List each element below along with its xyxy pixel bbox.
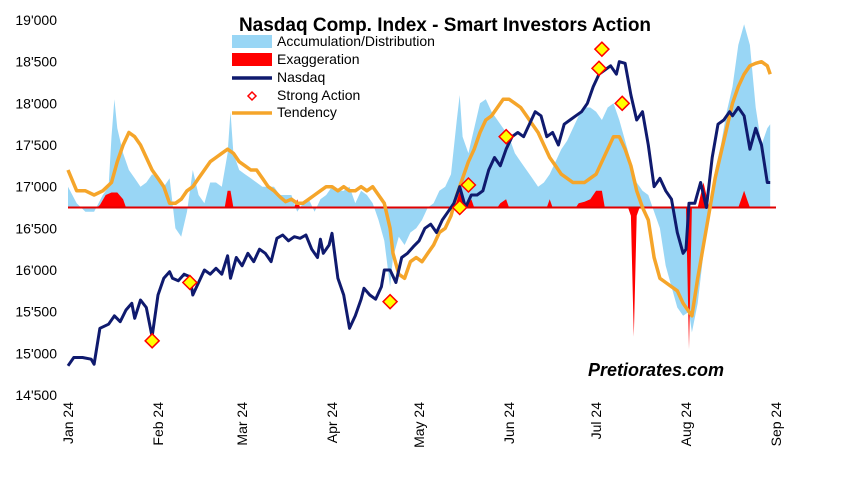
strong-action-marker (498, 128, 515, 145)
legend-label: Tendency (277, 104, 337, 120)
legend-swatch-exaggeration (232, 53, 272, 66)
legend-label: Strong Action (277, 87, 360, 103)
y-axis: 19'000 18'500 18'000 17'500 17'000 16'500 16'0… (15, 12, 57, 403)
x-tick-label: Sep 24 (768, 402, 784, 447)
legend-item-exaggeration: Exaggeration (232, 51, 360, 67)
y-tick-label: 17'000 (15, 179, 57, 195)
y-tick-label: 15'000 (15, 345, 57, 361)
legend-item-accumulation: Accumulation/Distribution (232, 33, 435, 49)
chart-title: Nasdaq Comp. Index - Smart Investors Act… (239, 15, 651, 36)
strong-action-marker (590, 60, 608, 77)
x-tick-label: Jun 24 (501, 402, 517, 444)
legend-item-strong_action: Strong Action (246, 87, 360, 103)
y-tick-label: 14'500 (15, 387, 57, 403)
y-tick-label: 18'500 (15, 54, 57, 70)
y-tick-label: 15'500 (15, 304, 57, 320)
strong-action-marker (614, 95, 631, 112)
strong-action-marker (451, 199, 468, 216)
y-tick-label: 16'000 (15, 262, 57, 278)
legend-label: Nasdaq (277, 69, 325, 85)
strong-action-marker (181, 274, 198, 291)
legend-swatch-accumulation (232, 35, 272, 48)
strong-action-marker (382, 293, 399, 310)
y-tick-label: 17'500 (15, 137, 57, 153)
y-tick-label: 18'000 (15, 95, 57, 111)
x-tick-label: May 24 (411, 402, 427, 448)
x-tick-label: Mar 24 (234, 402, 250, 446)
strong-action-marker (460, 176, 477, 194)
watermark: Pretiorates.com (588, 360, 724, 380)
legend-label: Exaggeration (277, 51, 360, 67)
x-tick-label: Feb 24 (150, 402, 166, 446)
strong-action-marker (593, 41, 610, 58)
legend-item-tendency: Tendency (232, 104, 337, 120)
x-axis: Jan 24 Feb 24 Mar 24 Apr 24 May 24 Jun 24 Jul … (60, 402, 784, 448)
x-tick-label: Jan 24 (60, 402, 76, 444)
legend: Accumulation/Distribution Exaggeration Nas… (232, 33, 435, 120)
strong-action-marker (144, 332, 161, 349)
x-tick-label: Aug 24 (678, 402, 694, 447)
series-tendency-line (66, 59, 772, 318)
y-tick-label: 16'500 (15, 220, 57, 236)
x-tick-label: Jul 24 (588, 402, 604, 440)
legend-swatch-strong-action (246, 90, 258, 102)
series-accumulation-area (68, 24, 771, 333)
x-tick-label: Apr 24 (324, 402, 340, 443)
legend-item-nasdaq: Nasdaq (232, 69, 325, 85)
y-tick-label: 19'000 (15, 12, 57, 28)
plot-area (66, 24, 776, 367)
legend-label: Accumulation/Distribution (277, 33, 435, 49)
